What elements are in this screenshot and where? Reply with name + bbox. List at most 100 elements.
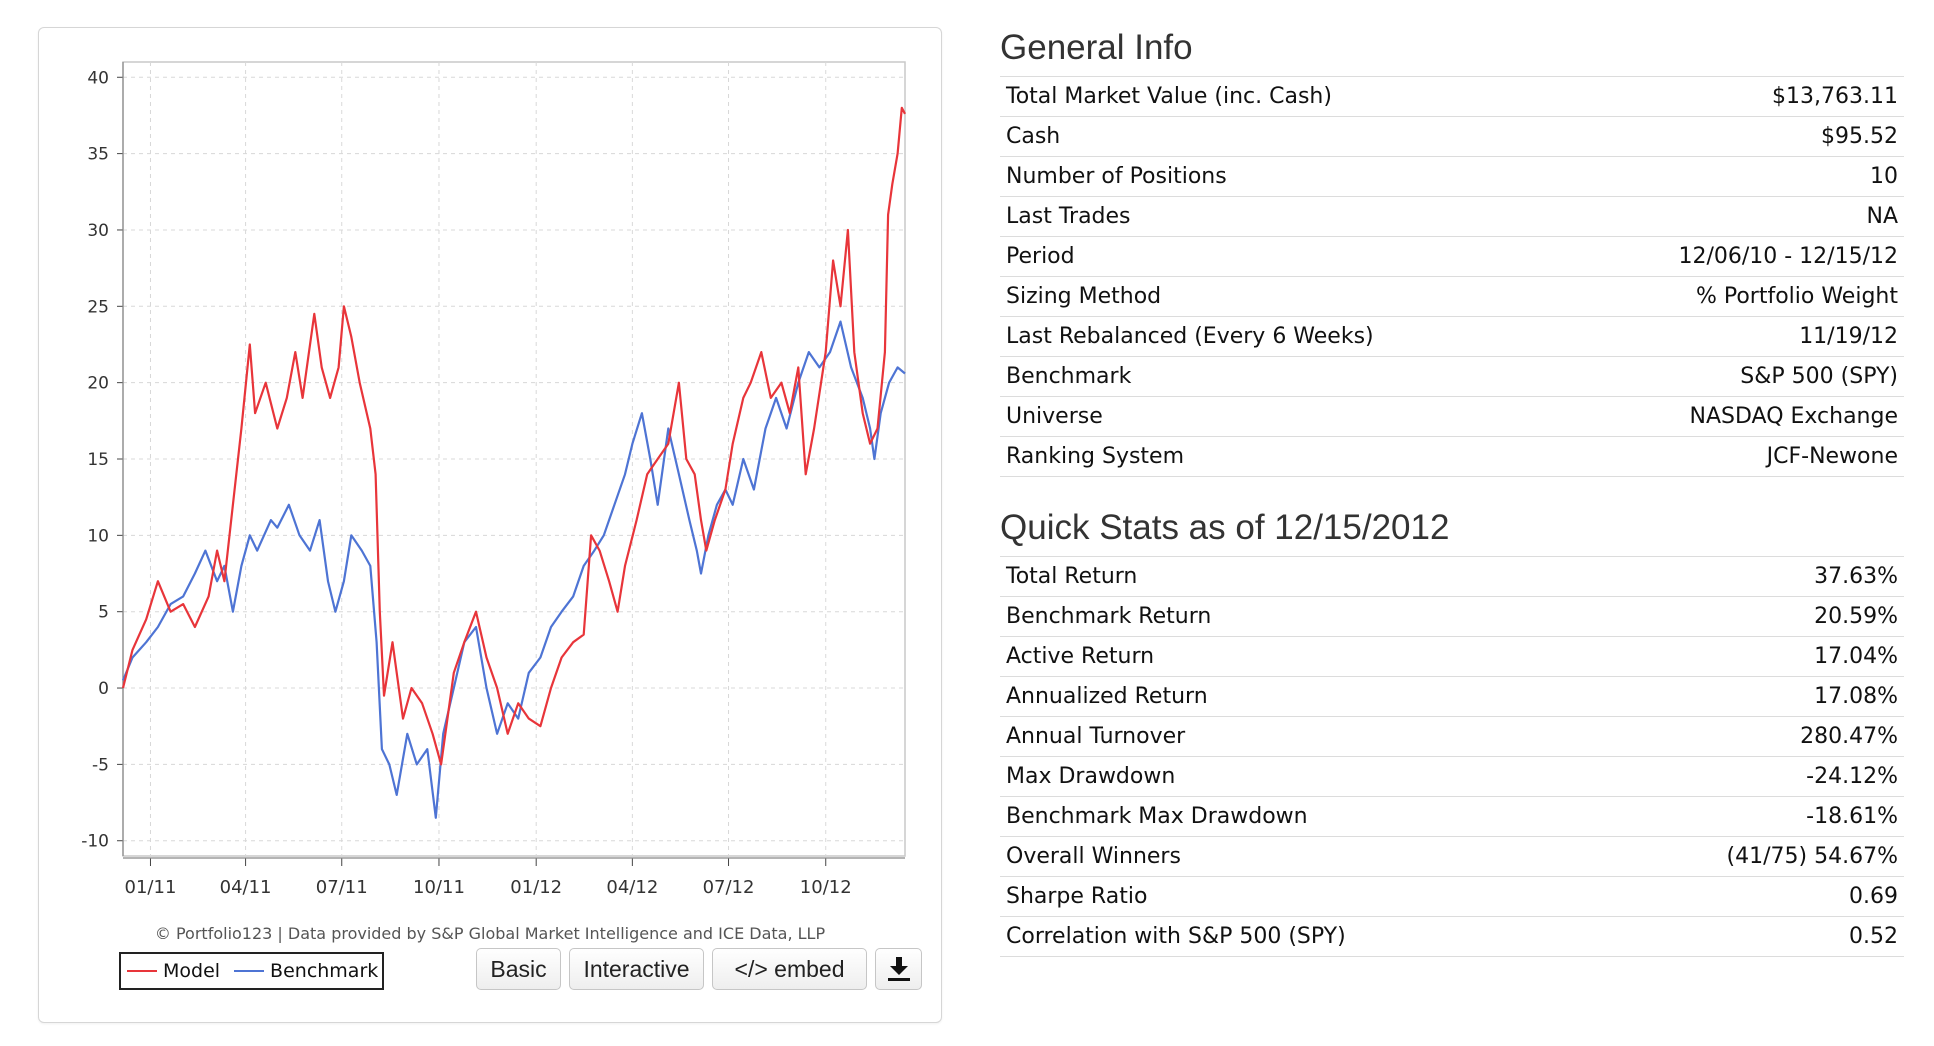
row-label: Ranking System	[1000, 436, 1562, 477]
x-tick-label: 04/11	[220, 877, 272, 898]
basic-button[interactable]: Basic	[476, 948, 561, 990]
x-tick-label: 07/12	[703, 877, 755, 898]
y-tick-label: -10	[81, 832, 109, 852]
series-line-benchmark	[121, 320, 906, 819]
legend-item-model[interactable]: Model	[127, 960, 220, 982]
general-info-title: General Info	[1000, 28, 1193, 67]
row-label: Last Trades	[1000, 196, 1562, 237]
table-row: Annual Turnover 280.47%	[1000, 716, 1904, 757]
chart-legend: Model Benchmark	[119, 952, 384, 990]
legend-swatch-benchmark	[234, 970, 265, 972]
table-row: Benchmark S&P 500 (SPY)	[1000, 356, 1904, 397]
number-of-positions-value-link[interactable]: 10	[1561, 156, 1904, 197]
x-tick-label: 01/12	[510, 877, 562, 898]
legend-swatch-model	[127, 970, 157, 972]
row-label: Sizing Method	[1000, 276, 1562, 317]
table-row: Sizing Method % Portfolio Weight	[1000, 276, 1904, 317]
y-tick-label: 10	[87, 526, 109, 546]
table-row: Total Return 37.63%	[1000, 556, 1904, 597]
row-value: 20.59%	[1594, 596, 1904, 637]
number-of-positions-link[interactable]: Number of Positions	[1000, 156, 1562, 197]
table-row: Annualized Return 17.08%	[1000, 676, 1904, 717]
row-value: NASDAQ Exchange	[1561, 396, 1904, 437]
x-tick-label: 07/11	[316, 877, 368, 898]
y-tick-label: -5	[92, 755, 109, 775]
row-label: Overall Winners	[1000, 836, 1595, 877]
table-row: Total Market Value (inc. Cash) $13,763.1…	[1000, 76, 1904, 117]
download-button[interactable]	[875, 948, 922, 990]
row-value: NA	[1561, 196, 1904, 237]
row-value: 37.63%	[1594, 556, 1904, 597]
x-tick-label: 10/11	[413, 877, 465, 898]
row-label: Benchmark Max Drawdown	[1000, 796, 1595, 837]
row-value-negative: -24.12%	[1594, 756, 1904, 797]
table-row: Overall Winners (41/75) 54.67%	[1000, 836, 1904, 877]
table-row: Last Trades NA	[1000, 196, 1904, 237]
table-row: Number of Positions 10	[1000, 156, 1904, 197]
row-value: 0.52	[1594, 916, 1904, 957]
row-value: $95.52	[1561, 116, 1904, 157]
quick-stats-table: Total Return 37.63% Benchmark Return 20.…	[1000, 556, 1904, 957]
row-label: Annualized Return	[1000, 676, 1595, 717]
row-label: Benchmark	[1000, 356, 1562, 397]
table-row: Benchmark Max Drawdown -18.61%	[1000, 796, 1904, 837]
row-label: Correlation with S&P 500 (SPY)	[1000, 916, 1595, 957]
x-tick-label: 04/12	[606, 877, 658, 898]
row-value-negative: -18.61%	[1594, 796, 1904, 837]
embed-button[interactable]: </> embed	[712, 948, 867, 990]
y-tick-label: 15	[87, 450, 109, 470]
row-value: 17.08%	[1594, 676, 1904, 717]
row-label: Sharpe Ratio	[1000, 876, 1595, 917]
y-tick-label: 30	[87, 221, 109, 241]
x-tick-label: 01/11	[125, 877, 177, 898]
row-label: Total Return	[1000, 556, 1595, 597]
table-row: Period 12/06/10 - 12/15/12	[1000, 236, 1904, 277]
y-tick-label: 5	[98, 603, 109, 623]
table-row: Max Drawdown -24.12%	[1000, 756, 1904, 797]
interactive-button[interactable]: Interactive	[569, 948, 704, 990]
row-value: 0.69	[1594, 876, 1904, 917]
chart-copyright: © Portfolio123 | Data provided by S&P Gl…	[154, 924, 826, 943]
download-icon	[887, 957, 910, 981]
table-row: Ranking System JCF-Newone	[1000, 436, 1904, 477]
general-info-table: Total Market Value (inc. Cash) $13,763.1…	[1000, 76, 1904, 477]
table-row: Sharpe Ratio 0.69	[1000, 876, 1904, 917]
x-tick-label: 10/12	[800, 877, 852, 898]
performance-chart: -10 -5 0 5 10 15 20 25 30 35 40 01/11 04/11 07/11 10/1…	[81, 61, 906, 898]
table-row: Active Return 17.04%	[1000, 636, 1904, 677]
row-value: 280.47%	[1594, 716, 1904, 757]
y-tick-label: 35	[87, 145, 109, 165]
series-line-model	[121, 106, 906, 766]
quick-stats-title: Quick Stats as of 12/15/2012	[1000, 508, 1450, 547]
legend-label-benchmark: Benchmark	[270, 960, 379, 982]
legend-item-benchmark[interactable]: Benchmark	[234, 960, 378, 982]
quick-stats-section: Quick Stats as of 12/15/2012 Total Retur…	[1000, 500, 1904, 957]
y-tick-label: 20	[87, 374, 109, 394]
row-label: Period	[1000, 236, 1562, 277]
row-label: Active Return	[1000, 636, 1595, 677]
table-row: Cash $95.52	[1000, 116, 1904, 157]
general-info-section: General Info Total Market Value (inc. Ca…	[1000, 20, 1904, 477]
row-label: Annual Turnover	[1000, 716, 1595, 757]
legend-label-model: Model	[163, 960, 221, 982]
chart-view-buttons: Basic Interactive </> embed	[476, 948, 930, 990]
table-row: Correlation with S&P 500 (SPY) 0.52	[1000, 916, 1904, 957]
row-label: Total Market Value (inc. Cash)	[1000, 76, 1562, 117]
table-row: Universe NASDAQ Exchange	[1000, 396, 1904, 437]
row-value: 12/06/10 - 12/15/12	[1561, 236, 1904, 277]
y-tick-label: 0	[98, 679, 109, 699]
row-value: 17.04%	[1594, 636, 1904, 677]
row-value: % Portfolio Weight	[1561, 276, 1904, 317]
table-row: Benchmark Return 20.59%	[1000, 596, 1904, 637]
chart-panel: -10 -5 0 5 10 15 20 25 30 35 40 01/11 04/11 07/11 10/1…	[38, 27, 942, 1023]
row-value: S&P 500 (SPY)	[1561, 356, 1904, 397]
row-label: Benchmark Return	[1000, 596, 1595, 637]
ranking-system-link[interactable]: JCF-Newone	[1561, 436, 1904, 477]
row-label: Universe	[1000, 396, 1562, 437]
row-label: Last Rebalanced (Every 6 Weeks)	[1000, 316, 1562, 357]
row-label: Cash	[1000, 116, 1562, 157]
y-tick-label: 40	[87, 68, 109, 88]
row-value: 11/19/12	[1561, 316, 1904, 357]
row-value: $13,763.11	[1561, 76, 1904, 117]
table-row: Last Rebalanced (Every 6 Weeks) 11/19/12	[1000, 316, 1904, 357]
